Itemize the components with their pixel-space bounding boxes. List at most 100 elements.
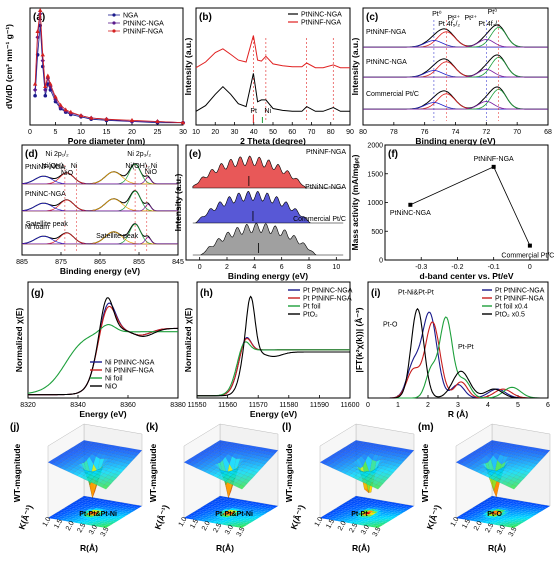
contour-cell — [344, 520, 352, 523]
contour-cell — [231, 500, 239, 503]
x-tick-label: -0.3 — [415, 264, 427, 271]
contour-cell — [332, 508, 340, 511]
contour-cell — [88, 501, 96, 504]
contour-cell — [533, 511, 540, 514]
contour-cell — [340, 513, 347, 517]
contour-cell — [127, 510, 135, 513]
peak-annotation: Ni 2p₁/₂ — [45, 151, 69, 158]
contour-cell — [70, 506, 77, 509]
surface-cell — [519, 473, 528, 479]
fitted-peak — [363, 69, 548, 78]
surface-cell — [378, 479, 386, 484]
contour-cell — [221, 522, 228, 526]
plot-frame — [384, 144, 549, 261]
fitted-peak — [363, 102, 548, 110]
contour-cell — [93, 518, 100, 521]
contour-cell — [117, 506, 125, 509]
contour-cell — [505, 518, 512, 522]
x-tick-label: -0.1 — [488, 264, 500, 271]
contour-cell — [89, 513, 97, 516]
contour-cell — [354, 502, 361, 505]
surface-cell — [537, 454, 546, 459]
legend-label: Pt PtNiNC-NGA — [303, 288, 353, 295]
contour-cell — [59, 512, 67, 515]
x-tick-label: 855 — [133, 259, 145, 266]
y-tick-label: 500 — [371, 229, 383, 236]
series-label: PtNiNC-NGA — [305, 184, 346, 191]
legend-label: Pt PtNiNF-NGA — [303, 296, 352, 303]
contour-cell — [472, 513, 479, 516]
contour-cell — [128, 506, 136, 509]
contour-cell — [235, 501, 243, 504]
surface-cell — [242, 479, 250, 484]
contour-cell — [489, 496, 497, 499]
contour-cell — [264, 506, 272, 509]
contour-cell — [386, 511, 393, 514]
contour-cell — [101, 509, 109, 512]
legend-label: PtNiNF-NGA — [301, 20, 341, 27]
legend-label: PtNiNF-NGA — [123, 29, 163, 36]
contour-cell — [378, 506, 386, 509]
contour-cell — [524, 510, 532, 513]
contour-cell — [372, 523, 379, 526]
ref-label-ni: Ni — [264, 108, 271, 115]
contour-cell — [227, 515, 235, 519]
contour-cell — [399, 510, 407, 513]
contour-cell — [495, 499, 502, 502]
series-line — [368, 321, 548, 399]
contour-cell — [107, 502, 115, 505]
contour-cell — [497, 523, 505, 526]
plot-frame — [27, 281, 179, 399]
x-tick-label: 80 — [359, 129, 367, 136]
contour-cell — [353, 496, 361, 499]
legend-label: NiO — [105, 384, 118, 391]
contour-cell — [491, 514, 498, 517]
r-tick-label: 2.0 — [65, 520, 76, 532]
contour-cell — [240, 514, 248, 517]
r-tick-label: 3.0 — [224, 524, 235, 536]
contour-cell — [224, 501, 232, 504]
contour-cell — [127, 503, 134, 507]
contour-cell — [68, 513, 75, 517]
y-axis-label: Normalized χ(E) — [183, 308, 193, 373]
contour-cell — [215, 503, 223, 506]
r-axis-label: R(Å) — [80, 543, 98, 553]
series-line — [368, 307, 548, 399]
contour-cell — [135, 505, 142, 508]
x-tick-label: 885 — [16, 259, 28, 266]
contour-cell — [530, 513, 538, 516]
contour-cell — [340, 503, 348, 507]
contour-cell — [361, 523, 369, 526]
contour-cell — [227, 505, 235, 509]
contour-cell — [238, 521, 246, 525]
contour-cell — [93, 498, 101, 501]
contour-cell — [77, 521, 84, 524]
fitted-peak — [22, 177, 178, 185]
contour-cell — [360, 511, 367, 514]
contour-cell — [213, 521, 220, 524]
contour-cell — [504, 506, 511, 509]
peak-annotation: Ni — [71, 163, 78, 170]
contour-cell — [396, 505, 404, 508]
r-tick-label: 1.5 — [189, 518, 200, 530]
bond-annotation: Pt-Pt — [351, 511, 368, 518]
contour-cell — [357, 506, 364, 509]
y-axis-label: dV/dD (cm³ nm⁻¹ g⁻¹) — [4, 24, 14, 109]
contour-cell — [88, 517, 96, 520]
y-axis-label: Intensity (a.u.) — [183, 38, 193, 96]
contour-cell — [258, 503, 266, 506]
contour-cell — [232, 512, 240, 515]
contour-cell — [113, 515, 120, 518]
contour-cell — [80, 516, 88, 519]
x-axis-label: Binding energy (eV) — [228, 271, 308, 281]
contour-cell — [494, 519, 501, 522]
data-point — [32, 87, 38, 93]
contour-cell — [118, 502, 126, 505]
x-axis-label: Binding energy (eV) — [60, 266, 140, 276]
contour-cell — [503, 516, 511, 519]
contour-cell — [112, 503, 119, 506]
x-tick-label: 60 — [288, 129, 296, 136]
y-axis-label: Intensity (a.u.) — [350, 38, 360, 96]
contour-cell — [131, 504, 138, 507]
r-tick-label: 2.5 — [348, 522, 359, 534]
